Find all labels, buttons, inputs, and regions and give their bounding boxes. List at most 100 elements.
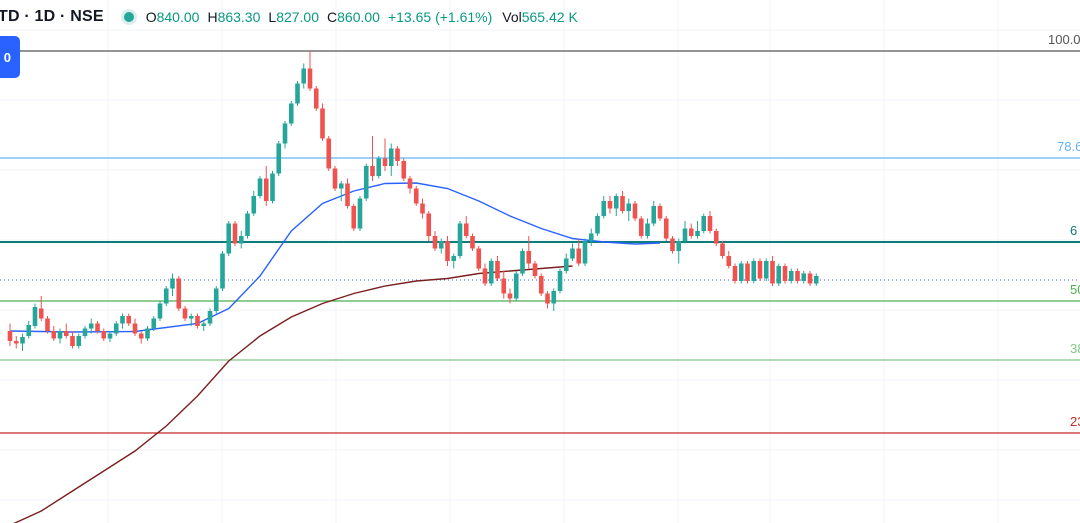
candle-body (388, 148, 394, 166)
candle-body (226, 223, 232, 254)
candle-body (726, 256, 732, 266)
candle-body (13, 341, 19, 344)
candle-body (807, 273, 813, 284)
candle-body (301, 68, 307, 84)
candle-body (132, 323, 138, 334)
candle-body (70, 336, 75, 346)
volume-value: 565.42 K (521, 9, 578, 25)
candle-body (345, 183, 350, 206)
candle-body (351, 206, 357, 229)
candle-body (163, 288, 169, 304)
candle-body (751, 261, 757, 281)
candle-body (182, 308, 188, 319)
candle-body (20, 337, 25, 344)
candle-body (676, 241, 682, 251)
candle-body (426, 213, 432, 236)
candle-body (451, 256, 457, 261)
candle-body (513, 273, 519, 299)
candle-body (51, 331, 57, 339)
candle-body (651, 206, 657, 224)
candle-body (638, 218, 644, 236)
candle-body (32, 307, 38, 326)
candle-body (520, 251, 525, 274)
candle-body (63, 331, 69, 336)
candle-body (432, 236, 438, 249)
candle-body (507, 293, 513, 299)
symbol-title[interactable]: TD · 1D · NSE (0, 8, 104, 25)
candle-body (238, 236, 244, 244)
candle-body (157, 303, 163, 319)
candle-body (545, 293, 550, 304)
low-value: 827.00 (276, 9, 320, 25)
market-status-icon (123, 12, 134, 22)
candle-body (76, 336, 82, 346)
candle-body (601, 201, 607, 216)
close-key: C (327, 9, 338, 25)
candle-body (701, 216, 707, 231)
candle-body (463, 223, 469, 236)
high-key: H (207, 9, 218, 25)
candle-body (207, 311, 213, 324)
candle-body (170, 278, 175, 289)
candle-body (38, 308, 44, 319)
fib-level-label: 50 (1070, 282, 1080, 297)
candle-body (376, 158, 382, 176)
candle-body (720, 243, 725, 256)
candle-body (782, 266, 788, 281)
candle-body (257, 178, 263, 196)
candle-body (526, 251, 532, 264)
candle-body (113, 323, 119, 334)
candle-body (632, 203, 638, 219)
candle-body (338, 183, 344, 189)
candle-body (188, 316, 194, 319)
fib-level-label: 38 (1070, 341, 1080, 356)
candle-body (313, 88, 319, 109)
candle-body (595, 216, 600, 234)
candle-body (220, 253, 225, 289)
low-key: L (268, 9, 277, 25)
candle-body (707, 216, 713, 231)
ohlc-values: O840.00 H863.30 L827.00 C860.00 (146, 9, 380, 25)
candle-body (732, 266, 738, 281)
candle-body (401, 161, 407, 179)
candle-body (176, 278, 182, 309)
candle-body (45, 318, 50, 331)
candle-body (682, 228, 688, 241)
candle-body (488, 261, 494, 284)
candle-body (482, 268, 488, 284)
open-value: 840.00 (156, 9, 200, 25)
slow-moving-average-line (13, 265, 573, 523)
candle-body (82, 328, 88, 336)
change-value: +13.65 (+1.61%) (387, 9, 493, 25)
high-value: 863.30 (217, 9, 261, 25)
price-badge[interactable]: 0 (0, 36, 20, 78)
candle-body (95, 323, 100, 331)
candle-body (570, 248, 575, 259)
candle-body (788, 271, 794, 281)
candle-body (563, 258, 569, 271)
candle-body (407, 178, 413, 189)
price-badge-text: 0 (3, 49, 11, 65)
candle-body (201, 323, 207, 326)
candle-body (107, 333, 113, 339)
candle-body (138, 333, 144, 339)
candle-body (445, 241, 450, 261)
candle-body (713, 231, 719, 244)
candle-body (370, 166, 375, 176)
candle-body (57, 331, 63, 339)
candle-body (757, 261, 763, 279)
candle-body (7, 331, 13, 341)
volume-key: Vol (502, 9, 522, 25)
candle-body (657, 206, 663, 219)
candle-body (457, 223, 463, 256)
candle-body (213, 288, 219, 311)
close-value: 860.00 (337, 9, 380, 25)
candle-body (420, 203, 425, 214)
candle-body (551, 291, 557, 304)
open-key: O (145, 9, 157, 25)
candle-body (357, 198, 363, 229)
candle-body (620, 196, 625, 211)
candle-body (801, 273, 807, 281)
candle-body (245, 213, 250, 236)
